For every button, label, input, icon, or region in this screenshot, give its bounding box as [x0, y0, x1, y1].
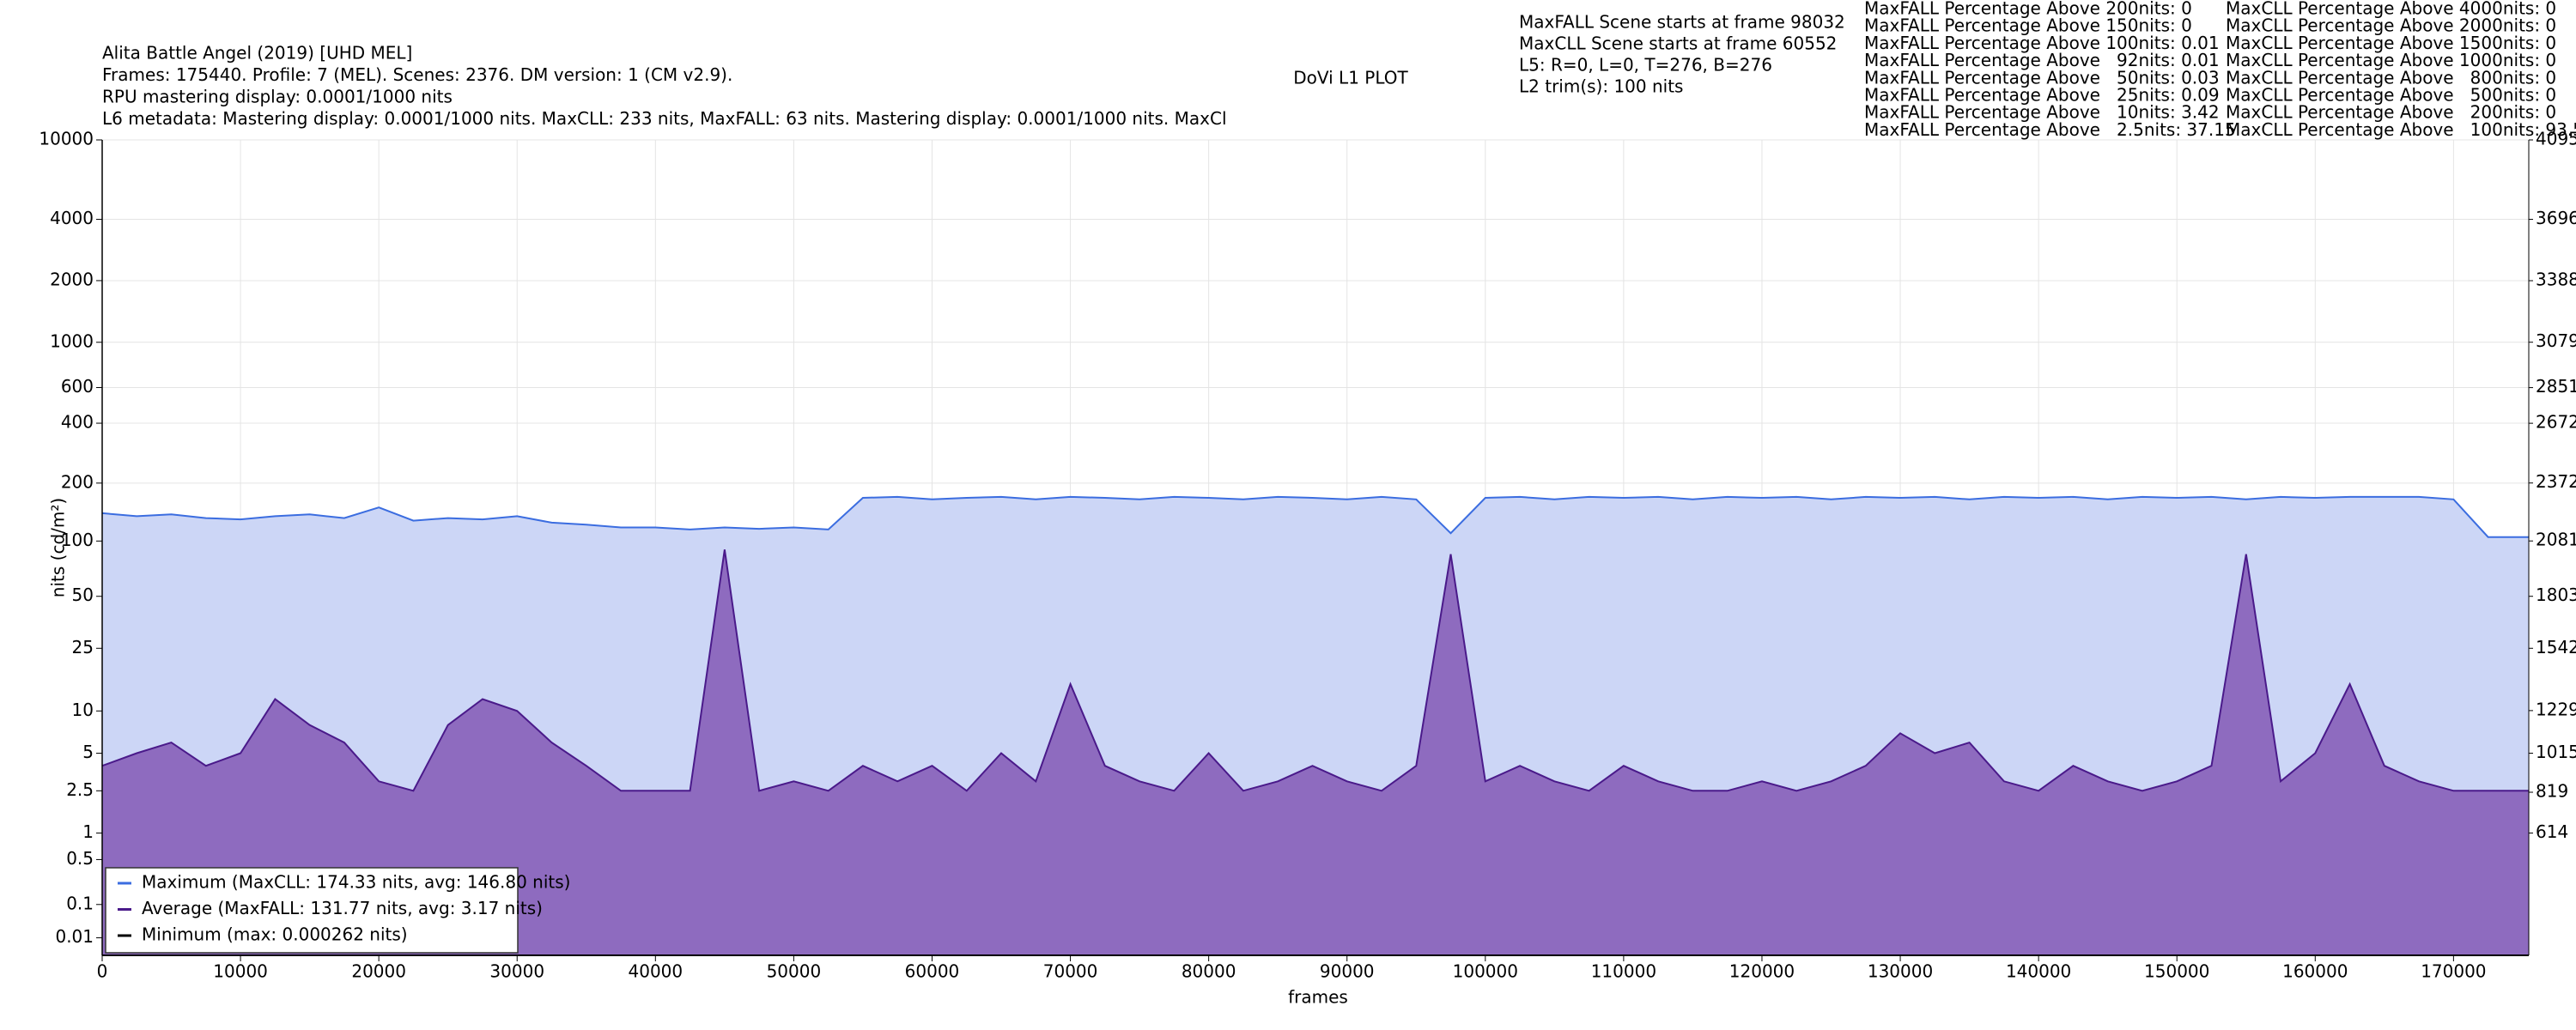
y2-tick-label: 614: [2536, 821, 2568, 842]
x-tick-label: 50000: [767, 961, 822, 982]
y2-tick-label: 1015: [2536, 742, 2576, 762]
series-line: [101, 549, 2529, 792]
y-tick-label: 2000: [50, 269, 94, 289]
stat-line: MaxCLL Percentage Above 800nits: 0: [2226, 67, 2556, 88]
y-tick-label: 5: [82, 742, 94, 762]
x-axis-label: frames: [1288, 987, 1348, 1008]
stat-line: MaxCLL Percentage Above 1000nits: 0: [2226, 50, 2556, 70]
series-line: [101, 495, 2529, 538]
stat-line: MaxCLL Percentage Above 500nits: 0: [2226, 85, 2556, 106]
y-tick-label: 0.1: [66, 893, 94, 913]
x-tick-label: 0: [97, 961, 108, 982]
info-line: Alita Battle Angel (2019) [UHD MEL]: [102, 43, 412, 64]
x-tick-label: 150000: [2144, 961, 2209, 982]
stat-line: MaxFALL Percentage Above 100nits: 0.01: [1864, 33, 2220, 53]
y-tick-label: 400: [61, 412, 94, 433]
x-tick-label: 100000: [1453, 961, 1518, 982]
legend-label: Maximum (MaxCLL: 174.33 nits, avg: 146.8…: [142, 872, 570, 893]
stat-line: MaxFALL Percentage Above 25nits: 0.09: [1864, 85, 2220, 106]
x-tick-label: 160000: [2282, 961, 2348, 982]
y-tick-label: 2.5: [66, 779, 94, 800]
x-tick-label: 90000: [1320, 961, 1375, 982]
y2-tick-label: 4095: [2536, 129, 2576, 149]
info-line: L2 trim(s): 100 nits: [1519, 76, 1683, 97]
legend-label: Average (MaxFALL: 131.77 nits, avg: 3.17…: [142, 898, 543, 918]
y2-tick-label: 819: [2536, 781, 2568, 802]
info-line: L6 metadata: Mastering display: 0.0001/1…: [102, 108, 1227, 129]
y2-tick-label: 2851: [2536, 376, 2576, 397]
y2-tick-label: 1803: [2536, 585, 2576, 605]
stat-line: MaxCLL Percentage Above 100nits: 93.51: [2226, 119, 2576, 140]
x-tick-label: 140000: [2006, 961, 2071, 982]
y2-tick-label: 2672: [2536, 412, 2576, 433]
area-fill: [102, 549, 2529, 955]
y2-tick-label: 3079: [2536, 330, 2576, 351]
x-tick-label: 110000: [1591, 961, 1656, 982]
x-tick-label: 170000: [2421, 961, 2486, 982]
x-tick-label: 70000: [1043, 961, 1098, 982]
x-tick-label: 30000: [489, 961, 544, 982]
y-axis-label: nits (cd/m²): [48, 498, 69, 597]
y-tick-label: 1: [82, 821, 94, 842]
stat-line: MaxCLL Percentage Above 200nits: 0: [2226, 102, 2556, 123]
stat-line: MaxFALL Percentage Above 150nits: 0: [1864, 15, 2192, 36]
y2-tick-label: 3696: [2536, 208, 2576, 228]
info-line: MaxCLL Scene starts at frame 60552: [1519, 33, 1837, 54]
stat-line: MaxCLL Percentage Above 4000nits: 0: [2226, 0, 2556, 19]
info-line: MaxFALL Scene starts at frame 98032: [1519, 12, 1845, 33]
y-tick-label: 10: [72, 700, 94, 720]
y-tick-label: 100: [61, 530, 94, 550]
stat-line: MaxFALL Percentage Above 50nits: 0.03: [1864, 67, 2220, 88]
y2-tick-label: 2372: [2536, 471, 2576, 492]
y-tick-label: 10000: [39, 129, 94, 149]
y2-tick-label: 1542: [2536, 637, 2576, 657]
y2-tick-label: 3388: [2536, 270, 2576, 290]
stat-line: MaxFALL Percentage Above 10nits: 3.42: [1864, 102, 2220, 123]
x-tick-label: 10000: [213, 961, 268, 982]
y2-tick-label: 1229: [2536, 699, 2576, 719]
y2-tick-label: 2081: [2536, 530, 2576, 550]
y-tick-label: 25: [72, 637, 94, 657]
x-tick-label: 20000: [351, 961, 406, 982]
y-tick-label: 50: [72, 585, 94, 605]
stat-line: MaxFALL Percentage Above 92nits: 0.01: [1864, 50, 2220, 70]
stat-line: MaxCLL Percentage Above 1500nits: 0: [2226, 33, 2556, 53]
y-tick-label: 600: [61, 376, 94, 397]
x-tick-label: 120000: [1729, 961, 1795, 982]
x-tick-label: 130000: [1868, 961, 1933, 982]
stat-line: MaxCLL Percentage Above 2000nits: 0: [2226, 15, 2556, 36]
y-tick-label: 0.01: [55, 926, 94, 947]
x-tick-label: 40000: [629, 961, 683, 982]
stat-line: MaxFALL Percentage Above 2.5nits: 37.15: [1864, 119, 2236, 140]
x-tick-label: 60000: [905, 961, 960, 982]
legend-label: Minimum (max: 0.000262 nits): [142, 924, 408, 945]
y-tick-label: 1000: [50, 330, 94, 351]
y-tick-label: 4000: [50, 208, 94, 228]
y-tick-label: 200: [61, 471, 94, 492]
legend-box: [105, 867, 519, 954]
chart-title: DoVi L1 PLOT: [1293, 68, 1408, 88]
info-line: Frames: 175440. Profile: 7 (MEL). Scenes…: [102, 64, 732, 85]
info-line: RPU mastering display: 0.0001/1000 nits: [102, 87, 453, 107]
info-line: L5: R=0, L=0, T=276, B=276: [1519, 55, 1772, 76]
x-tick-label: 80000: [1182, 961, 1236, 982]
stat-line: MaxFALL Percentage Above 200nits: 0: [1864, 0, 2192, 19]
y-tick-label: 0.5: [66, 848, 94, 869]
